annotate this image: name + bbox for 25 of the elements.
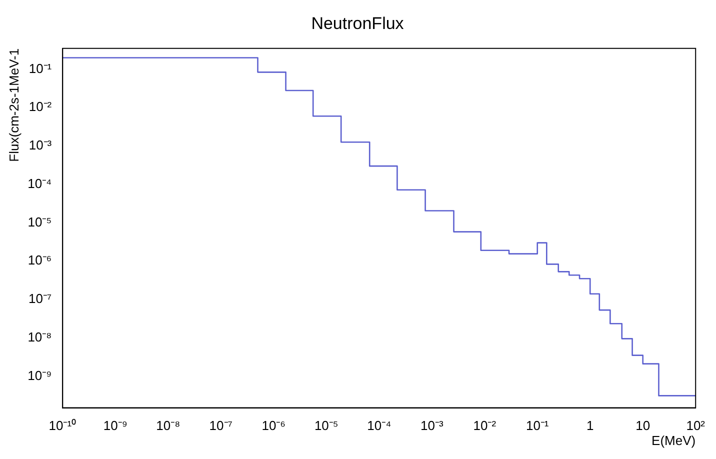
x-tick-label: 10⁻³ (420, 418, 444, 434)
x-tick-label: 10⁻⁸ (156, 418, 180, 434)
x-tick-label: 10⁻² (473, 418, 497, 434)
x-tick-label: 10 (636, 418, 650, 434)
y-tick-label: 10⁻¹ (28, 60, 52, 76)
x-tick-label: 10⁻⁶ (262, 418, 286, 434)
x-tick-label: 10⁻⁹ (103, 418, 128, 434)
x-tick-label: 10² (686, 418, 706, 434)
x-tick-label: 1 (586, 418, 594, 434)
x-tick-label: 10⁻¹ (526, 418, 550, 434)
x-tick-label: 10⁻⁵ (314, 418, 338, 434)
x-tick-label: 10⁻¹⁰ (48, 418, 77, 434)
chart-title: NeutronFlux (311, 14, 404, 33)
x-axis-title: E(MeV) (652, 432, 696, 448)
y-axis-title: Flux(cm-2s-1MeV-1 (6, 48, 22, 162)
x-tick-label: 10⁻⁷ (209, 418, 233, 434)
y-tick-label: 10⁻⁹ (28, 368, 52, 383)
y-tick-label: 10⁻⁴ (28, 176, 52, 191)
y-tick-label: 10⁻⁵ (28, 214, 52, 230)
y-tick-label: 10⁻³ (28, 138, 52, 153)
y-tick-label: 10⁻⁷ (28, 291, 52, 306)
y-tick-label: 10⁻⁸ (28, 329, 52, 344)
y-tick-label: 10⁻⁶ (28, 252, 52, 268)
y-tick-label: 10⁻² (28, 99, 52, 114)
x-tick-label: 10⁻⁴ (367, 418, 392, 434)
